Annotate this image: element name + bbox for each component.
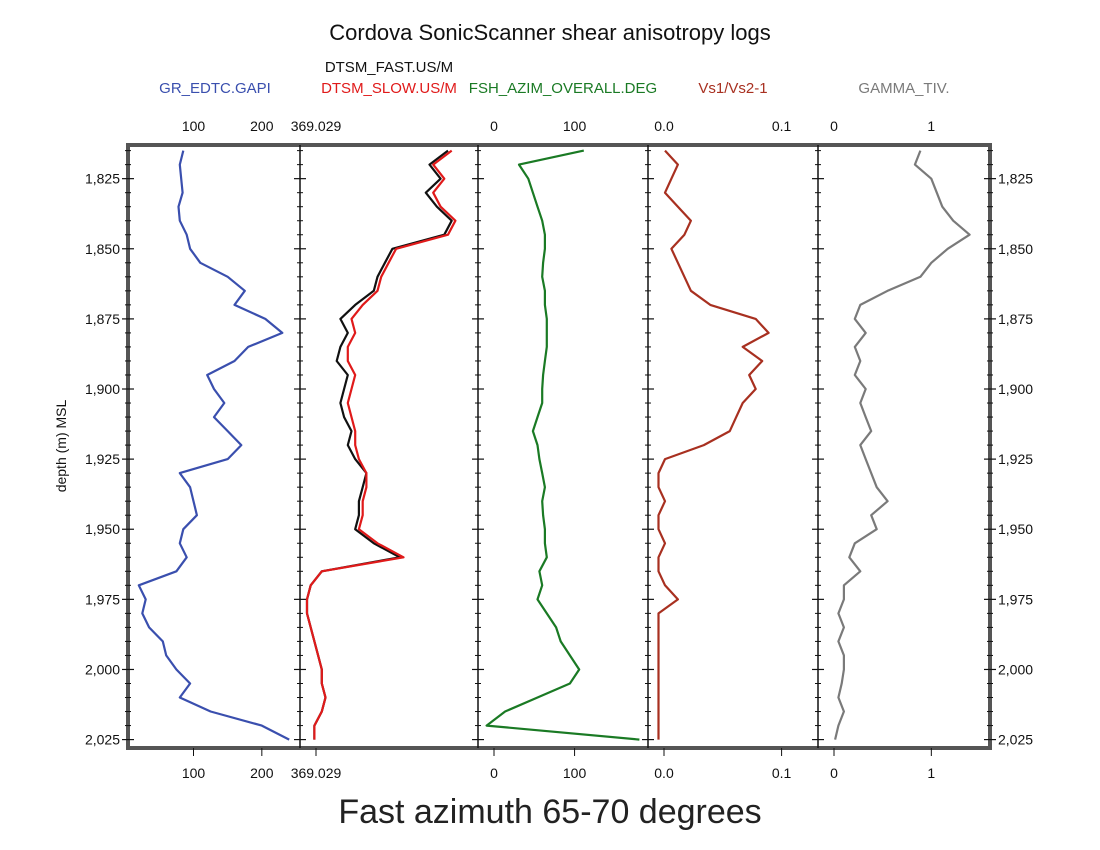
log-curve [137, 150, 290, 741]
depth-label-right: 1,975 [998, 591, 1033, 607]
depth-label-left: 2,000 [85, 661, 120, 677]
depth-label-right: 2,025 [998, 732, 1033, 748]
depth-label-left: 2,025 [85, 732, 120, 748]
depth-label-right: 1,850 [998, 241, 1033, 257]
depth-label-right: 1,825 [998, 171, 1033, 187]
log-curve [305, 149, 457, 740]
plot-frame [126, 143, 992, 750]
track-scale-label-top: 369.029 [291, 118, 342, 134]
track-scale-label-bottom: 100 [182, 765, 206, 781]
track-scale-label-bottom: 0.0 [654, 765, 674, 781]
depth-label-right: 1,875 [998, 311, 1033, 327]
track-scale-label-top: 0.1 [772, 118, 792, 134]
series-header: DTSM_SLOW.US/M [321, 80, 457, 97]
track-scale-label-bottom: 369.029 [291, 765, 342, 781]
chart-title: Cordova SonicScanner shear anisotropy lo… [329, 20, 771, 45]
log-curve [485, 149, 640, 741]
log-curve [834, 150, 971, 740]
track-scale-label-top: 100 [182, 118, 206, 134]
depth-label-left: 1,850 [85, 241, 120, 257]
series-header: Vs1/Vs2-1 [698, 80, 767, 97]
depth-label-left: 1,825 [85, 171, 120, 187]
log-curve [657, 149, 770, 740]
depth-label-left: 1,875 [85, 311, 120, 327]
track-scale-label-top: 0 [490, 118, 498, 134]
track-scale-label-bottom: 0 [490, 765, 498, 781]
track-scale-label-bottom: 0 [830, 765, 838, 781]
series-header: GAMMA_TIV. [858, 80, 949, 97]
depth-label-left: 1,950 [85, 521, 120, 537]
depth-label-left: 1,975 [85, 591, 120, 607]
depth-label-right: 1,925 [998, 451, 1033, 467]
depth-label-right: 1,950 [998, 521, 1033, 537]
depth-label-right: 2,000 [998, 661, 1033, 677]
track-scale-label-top: 0.0 [654, 118, 674, 134]
track-scale-label-bottom: 200 [250, 765, 274, 781]
chart-caption: Fast azimuth 65-70 degrees [338, 793, 762, 831]
track-scale-label-bottom: 0.1 [772, 765, 792, 781]
depth-label-left: 1,900 [85, 381, 120, 397]
track-scale-label-top: 200 [250, 118, 274, 134]
depth-label-right: 1,900 [998, 381, 1033, 397]
y-axis-label: depth (m) MSL [53, 399, 69, 492]
depth-label-left: 1,925 [85, 451, 120, 467]
series-header: DTSM_FAST.US/M [325, 59, 453, 76]
track-scale-label-top: 1 [927, 118, 935, 134]
track-scale-label-bottom: 100 [563, 765, 587, 781]
series-header: GR_EDTC.GAPI [159, 80, 271, 97]
series-header: FSH_AZIM_OVERALL.DEG [469, 80, 657, 97]
track-scale-label-top: 0 [830, 118, 838, 134]
track-scale-label-bottom: 1 [927, 765, 935, 781]
track-scale-label-top: 100 [563, 118, 587, 134]
